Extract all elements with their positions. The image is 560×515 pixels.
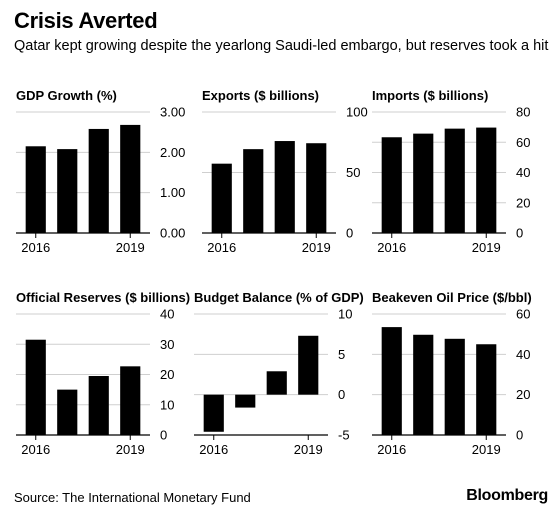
- page-title: Crisis Averted: [14, 8, 158, 33]
- x-tick-label: 2019: [116, 240, 145, 255]
- bar-2018: [88, 376, 109, 435]
- bar-2019: [120, 124, 141, 233]
- bar-2016: [25, 339, 46, 435]
- y-tick-label: 60: [516, 135, 530, 150]
- x-tick-label: 2019: [472, 442, 501, 457]
- y-tick-label: 20: [516, 387, 530, 402]
- bar-2019: [476, 344, 497, 435]
- brand-logo: Bloomberg: [466, 487, 548, 504]
- y-tick-label: 10: [160, 397, 174, 412]
- chart-official-reserves: Official Reserves ($ billions) 0 10 20 30 40…: [14, 290, 190, 465]
- y-tick-label: 0: [516, 226, 523, 241]
- bar-2017: [57, 149, 78, 233]
- bar-2016: [203, 394, 224, 432]
- y-tick-label: 50: [346, 165, 360, 180]
- chart-title: Imports ($ billions): [372, 88, 489, 103]
- bar-2016: [25, 146, 46, 233]
- y-tick-label: 60: [516, 307, 530, 322]
- y-tick-label: 20: [516, 195, 530, 210]
- bar-2016: [211, 163, 232, 233]
- page-subtitle: Qatar kept growing despite the yearlong …: [14, 38, 549, 54]
- chart-plot: 0 10 20 30 40 2016 2019: [16, 307, 174, 457]
- y-tick-label: 2.00: [160, 145, 185, 160]
- x-tick-label: 2016: [21, 442, 50, 457]
- chart-plot: -5 0 5 10 2016 2019: [194, 307, 352, 457]
- bar-2018: [444, 338, 465, 435]
- y-tick-label: 5: [338, 347, 345, 362]
- bar-2019: [306, 143, 327, 233]
- y-tick-label: 0.00: [160, 226, 185, 241]
- x-tick-label: 2019: [302, 240, 331, 255]
- bar-2019: [120, 366, 141, 435]
- x-tick-label: 2016: [199, 442, 228, 457]
- x-tick-label: 2016: [377, 240, 406, 255]
- bar-2017: [235, 394, 256, 408]
- chart-exports: Exports ($ billions) 0 50 100 2016 2019: [200, 88, 370, 263]
- y-tick-label: 30: [160, 337, 174, 352]
- y-tick-label: 80: [516, 105, 530, 120]
- y-tick-label: 20: [160, 367, 174, 382]
- y-tick-label: 0: [516, 428, 523, 443]
- x-tick-label: 2016: [377, 442, 406, 457]
- y-tick-label: 0: [160, 428, 167, 443]
- chart-plot: 0 20 40 60 80 2016 2019: [372, 105, 530, 255]
- chart-title: GDP Growth (%): [16, 88, 117, 103]
- chart-plot: 0 50 100 2016 2019: [202, 105, 368, 255]
- bar-2017: [243, 149, 264, 233]
- chart-title: Beakeven Oil Price ($/bbl): [372, 290, 532, 305]
- bar-2017: [413, 334, 434, 435]
- bar-2016: [381, 327, 402, 435]
- bar-2017: [57, 389, 78, 435]
- chart-imports: Imports ($ billions) 0 20 40 60 80 2016 2019: [370, 88, 540, 263]
- y-tick-label: 10: [338, 307, 352, 322]
- chart-plot: 0 20 40 60 2016 2019: [372, 307, 530, 457]
- chart-title: Official Reserves ($ billions): [16, 290, 191, 305]
- x-tick-label: 2016: [21, 240, 50, 255]
- bar-2018: [88, 128, 109, 233]
- bar-2018: [274, 141, 295, 233]
- y-tick-label: -5: [338, 428, 350, 443]
- bar-2019: [298, 335, 319, 395]
- y-tick-label: 3.00: [160, 105, 185, 120]
- x-tick-label: 2019: [472, 240, 501, 255]
- chart-title: Budget Balance (% of GDP): [194, 290, 364, 305]
- y-tick-label: 40: [516, 347, 530, 362]
- bar-2019: [476, 127, 497, 233]
- bar-2018: [266, 371, 287, 395]
- chart-title: Exports ($ billions): [202, 88, 320, 103]
- bar-2017: [413, 133, 434, 233]
- y-tick-label: 100: [346, 105, 368, 120]
- x-tick-label: 2019: [294, 442, 323, 457]
- y-tick-label: 0: [346, 226, 353, 241]
- chart-breakeven-oil-price: Beakeven Oil Price ($/bbl) 0 20 40 60 2016 20…: [370, 290, 540, 465]
- bar-2018: [444, 128, 465, 233]
- chart-plot: 0.00 1.00 2.00 3.00 2016 2019: [16, 105, 185, 255]
- source-note: Source: The International Monetary Fund: [14, 490, 251, 505]
- chart-gdp-growth: GDP Growth (%) 0.00 1.00 2.00 3.00 2016 2019: [14, 88, 185, 263]
- x-tick-label: 2016: [207, 240, 236, 255]
- y-tick-label: 40: [160, 307, 174, 322]
- bar-2016: [381, 137, 402, 233]
- y-tick-label: 1.00: [160, 185, 185, 200]
- y-tick-label: 40: [516, 165, 530, 180]
- y-tick-label: 0: [338, 387, 345, 402]
- chart-budget-balance: Budget Balance (% of GDP) -5 0 5 10 2016 2019: [192, 290, 364, 465]
- x-tick-label: 2019: [116, 442, 145, 457]
